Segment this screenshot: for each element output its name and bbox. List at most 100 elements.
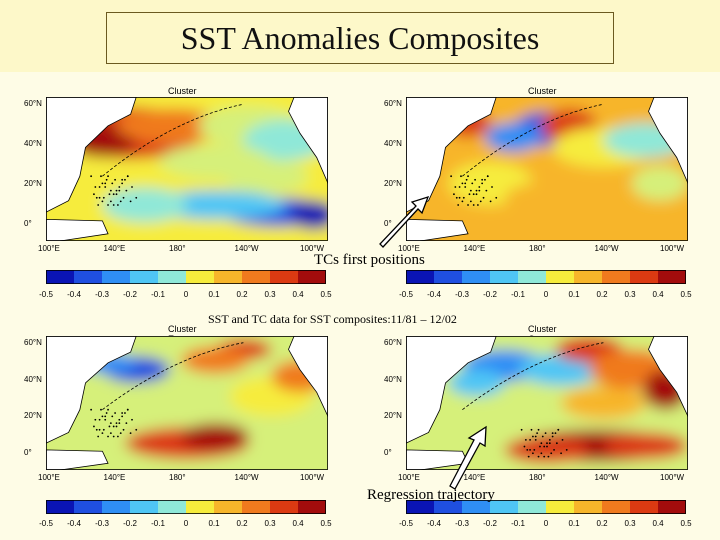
tc-position-dot: [107, 435, 109, 438]
tc-position-dot: [101, 182, 104, 185]
land-mask: [648, 336, 688, 417]
tc-position-dot: [485, 189, 488, 192]
tc-position-dot: [478, 186, 481, 188]
land-mask: [648, 97, 688, 184]
colorbar-tick-label: 0.2: [596, 519, 608, 528]
longitude-label: 180°: [529, 244, 546, 253]
colorbar-tick-label: -0.5: [399, 519, 413, 528]
tc-position-dot: [104, 182, 107, 185]
tc-position-dot: [105, 412, 108, 414]
colorbar-segment: [462, 500, 491, 514]
colorbar-segment: [490, 500, 519, 514]
longitude-label: 140°E: [463, 244, 486, 253]
longitude-label: 100°E: [38, 473, 60, 482]
anomaly-region: [102, 187, 187, 223]
tc-position-dot: [108, 425, 111, 428]
tc-position-dot: [126, 408, 129, 411]
colorbar-segment: [298, 500, 326, 514]
colorbar-segment: [434, 270, 463, 284]
longitude-label: 100°E: [38, 244, 60, 253]
colorbar-tick-label: -0.2: [483, 519, 497, 528]
anomaly-region: [116, 108, 230, 144]
latitude-label: 0°: [384, 448, 392, 457]
sst-anomaly-map: [406, 97, 688, 241]
tc-position-dot: [98, 428, 101, 431]
tc-position-dot: [534, 438, 537, 441]
anomaly-region: [603, 432, 688, 460]
colorbar-segment: [74, 500, 103, 514]
tc-position-dot: [104, 415, 107, 418]
tc-position-dot: [458, 196, 461, 199]
colorbar-tick-label: 0.1: [568, 519, 580, 528]
latitude-label: 0°: [24, 219, 32, 228]
colorbar-tick-label: 0.1: [208, 290, 220, 299]
tc-position-dot: [491, 186, 493, 188]
longitude-label: 140°E: [103, 473, 126, 482]
sst-anomaly-map: [46, 97, 328, 241]
tc-position-dot: [526, 449, 529, 451]
tc-position-dot: [121, 178, 124, 181]
tc-position-dot: [546, 445, 548, 448]
colorbar-segment: [298, 270, 326, 284]
anomaly-region: [291, 200, 328, 230]
colorbar-segment: [602, 270, 631, 284]
colorbar: [46, 270, 326, 284]
tc-position-dot: [121, 415, 124, 418]
tc-position-dot: [98, 418, 101, 421]
tc-positions-annotation: TCs first positions: [314, 252, 425, 268]
tc-position-dot: [450, 175, 453, 178]
colorbar-tick-label: 0: [543, 519, 549, 528]
tc-position-dot: [95, 428, 98, 431]
tc-position-dot: [100, 175, 102, 178]
longitude-label: 100°W: [660, 473, 685, 482]
tc-position-dot: [118, 418, 121, 421]
tc-position-dot: [541, 435, 544, 438]
land-mask: [46, 97, 137, 213]
colorbar: [406, 270, 686, 284]
colorbar-tick-label: -0.2: [123, 290, 137, 299]
longitude-label: 180°: [529, 473, 546, 482]
tc-position-dot: [461, 200, 464, 203]
tc-position-dot: [533, 449, 536, 451]
longitude-label: 100°E: [398, 473, 420, 482]
regression-trajectory-line: [462, 342, 604, 411]
latitude-label: 60°N: [384, 99, 402, 108]
colorbar-segment: [434, 500, 463, 514]
colorbar-tick-label: -0.2: [123, 519, 137, 528]
regression-annotation: Regression trajectory: [367, 487, 495, 503]
tc-position-dot: [546, 442, 548, 445]
colorbar-tick-label: -0.1: [511, 519, 525, 528]
tc-position-dot: [478, 189, 481, 192]
longitude-label: 140°W: [594, 244, 619, 253]
tc-position-dot: [461, 182, 464, 185]
colorbar-tick-label: 0.3: [264, 519, 276, 528]
tc-position-dot: [107, 175, 109, 178]
colorbar-segment: [102, 500, 131, 514]
tc-position-dot: [114, 178, 116, 181]
tc-position-dot: [101, 432, 104, 435]
colorbar-segment: [630, 270, 659, 284]
colorbar-tick-label: -0.4: [67, 290, 81, 299]
colorbar-tick-label: -0.3: [95, 519, 109, 528]
tc-position-dot: [98, 196, 101, 199]
colorbar-tick-label: -0.5: [39, 290, 53, 299]
latitude-label: 40°N: [24, 139, 42, 148]
sst-anomaly-map: [406, 336, 688, 470]
colorbar-tick-label: 0.5: [320, 290, 332, 299]
colorbar-tick-label: -0.5: [39, 519, 53, 528]
colorbar-tick-label: -0.3: [455, 290, 469, 299]
land-mask: [288, 97, 328, 184]
land-mask: [46, 218, 109, 241]
colorbar-segment: [270, 270, 299, 284]
colorbar-tick-label: -0.4: [67, 519, 81, 528]
colorbar-tick-label: 0.4: [292, 290, 304, 299]
tc-position-dot: [109, 189, 112, 192]
tc-position-dot: [469, 200, 472, 203]
sst-anomaly-map: [46, 336, 328, 470]
tc-position-dot: [112, 425, 115, 428]
anomaly-region: [484, 122, 542, 152]
colorbar-tick-label: -0.2: [483, 290, 497, 299]
land-mask: [406, 336, 497, 444]
colorbar-segment: [406, 270, 435, 284]
longitude-label: 140°E: [463, 473, 486, 482]
